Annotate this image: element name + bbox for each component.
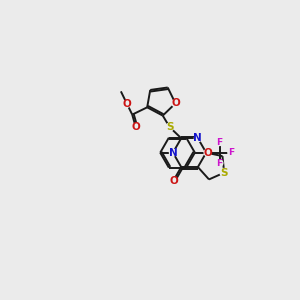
- Text: S: S: [220, 168, 228, 178]
- Text: O: O: [123, 99, 131, 109]
- Text: O: O: [131, 122, 140, 132]
- Text: O: O: [169, 176, 178, 186]
- Circle shape: [204, 149, 211, 156]
- Circle shape: [132, 124, 139, 130]
- Circle shape: [194, 135, 201, 142]
- Text: N: N: [194, 133, 202, 143]
- Text: F: F: [217, 138, 223, 147]
- Circle shape: [124, 100, 130, 107]
- Circle shape: [216, 160, 223, 166]
- Circle shape: [216, 139, 223, 146]
- Circle shape: [228, 149, 234, 156]
- Circle shape: [169, 149, 176, 156]
- Circle shape: [172, 100, 179, 107]
- Circle shape: [220, 169, 228, 177]
- Text: N: N: [169, 148, 177, 158]
- Text: O: O: [171, 98, 180, 108]
- Circle shape: [166, 123, 174, 131]
- Text: O: O: [203, 148, 212, 158]
- Text: F: F: [217, 158, 223, 167]
- Text: F: F: [228, 148, 234, 157]
- Text: S: S: [166, 122, 173, 132]
- Circle shape: [170, 177, 177, 184]
